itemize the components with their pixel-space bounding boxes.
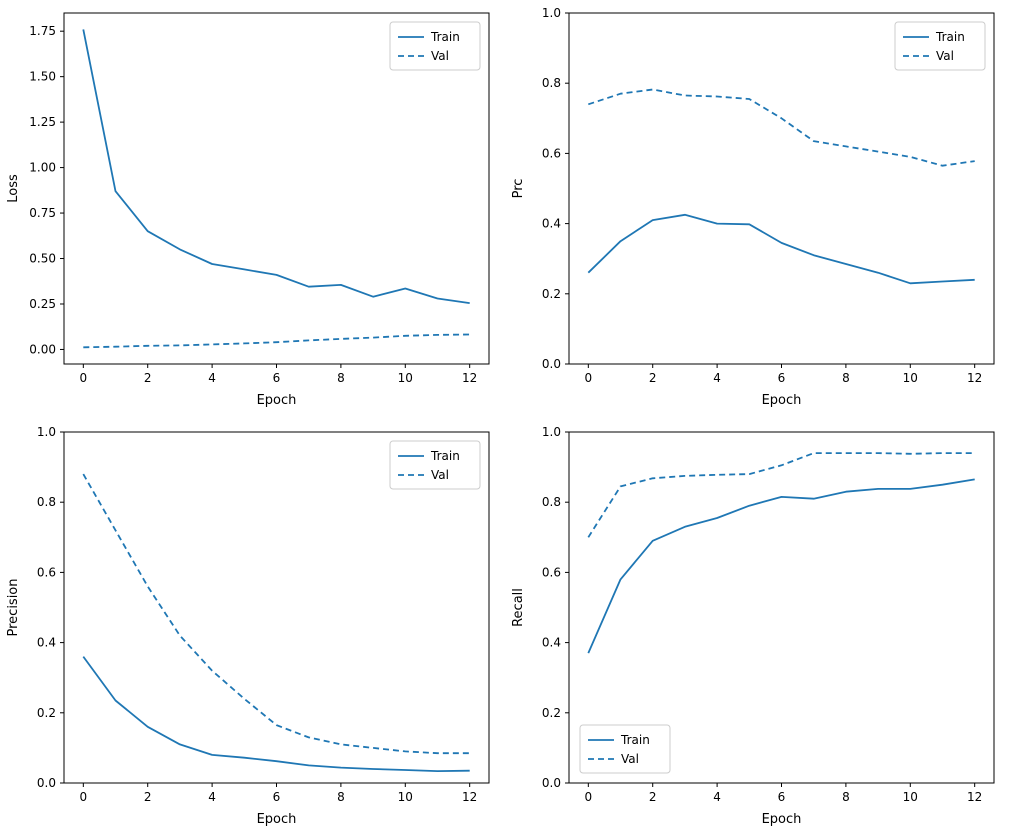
recall-plot: 0 2 4 6 8 10 12 0.0 0.2 0.4 0.6 0.8 1.0 Epoch Recall Tr… (511, 425, 995, 827)
x-tick-label: 0 (584, 371, 592, 385)
y-tick-label: 0.8 (542, 76, 561, 90)
loss-chart: 0 2 4 6 8 10 12 0.00 0.25 0.50 0.75 1.00 1.25 1.50 1.7… (0, 0, 505, 419)
precision-plot: 0 2 4 6 8 10 12 0.0 0.2 0.4 0.6 0.8 1.0 Epoch Precisio… (6, 425, 490, 827)
y-tick-label: 0.2 (542, 706, 561, 720)
recall-chart: 0 2 4 6 8 10 12 0.0 0.2 0.4 0.6 0.8 1.0 Epoch Recall Tr… (505, 419, 1010, 838)
x-tick-label: 12 (462, 371, 477, 385)
legend-train-label: Train (935, 30, 965, 44)
x-tick-label: 4 (208, 371, 216, 385)
y-tick-label: 0.4 (542, 217, 561, 231)
x-tick-label: 0 (584, 790, 592, 804)
y-axis-label: Prc (511, 179, 526, 199)
x-tick-label: 4 (713, 371, 721, 385)
y-tick-label: 0.8 (542, 495, 561, 509)
val-line (587, 452, 975, 538)
y-tick-label: 1.50 (29, 70, 56, 84)
x-axis-label: Epoch (762, 393, 802, 408)
legend-val-label: Val (431, 468, 449, 482)
x-axis-label: Epoch (257, 393, 297, 408)
y-tick-label: 1.0 (542, 6, 561, 20)
train-line (587, 478, 975, 654)
x-tick-label: 0 (79, 371, 87, 385)
legend-val-label: Val (431, 49, 449, 63)
y-tick-label: 0.50 (29, 252, 56, 266)
x-tick-label: 2 (649, 371, 657, 385)
prc-plot: 0 2 4 6 8 10 12 0.0 0.2 0.4 0.6 0.8 1.0 Epoch Prc Train… (511, 6, 995, 408)
x-tick-label: 6 (778, 371, 786, 385)
train-line (587, 213, 975, 285)
y-tick-label: 1.25 (29, 115, 56, 129)
x-tick-label: 10 (398, 371, 413, 385)
legend-train-label: Train (430, 449, 460, 463)
legend-box (894, 21, 986, 71)
x-tick-label: 4 (208, 790, 216, 804)
y-tick-label: 1.00 (29, 161, 56, 175)
x-tick-label: 2 (649, 790, 657, 804)
legend-train-label: Train (620, 733, 650, 747)
val-line (82, 473, 470, 755)
x-tick-label: 8 (842, 371, 850, 385)
y-tick-label: 1.0 (542, 425, 561, 439)
y-tick-label: 0.00 (29, 342, 56, 356)
x-tick-label: 12 (462, 790, 477, 804)
y-tick-label: 0.2 (37, 706, 56, 720)
y-tick-label: 0.0 (542, 776, 561, 790)
y-axis-label: Recall (511, 588, 526, 627)
x-tick-label: 10 (903, 371, 918, 385)
x-tick-label: 8 (337, 790, 345, 804)
legend-box (389, 440, 481, 490)
x-tick-label: 0 (79, 790, 87, 804)
legend-train-label: Train (430, 30, 460, 44)
x-tick-label: 6 (778, 790, 786, 804)
x-axis-label: Epoch (257, 812, 297, 827)
legend-box (389, 21, 481, 71)
x-tick-label: 2 (144, 790, 152, 804)
x-tick-label: 10 (903, 790, 918, 804)
loss-plot: 0 2 4 6 8 10 12 0.00 0.25 0.50 0.75 1.00 1.25 1.50 1.7… (6, 12, 490, 408)
y-tick-label: 1.75 (29, 24, 56, 38)
y-axis-label: Precision (6, 578, 21, 636)
y-tick-label: 0.0 (542, 357, 561, 371)
val-line (83, 333, 470, 349)
y-tick-label: 0.2 (542, 287, 561, 301)
x-axis-label: Epoch (762, 812, 802, 827)
train-line (82, 656, 470, 773)
val-line (588, 88, 975, 167)
legend-val-label: Val (621, 752, 639, 766)
x-tick-label: 12 (967, 371, 982, 385)
x-tick-label: 12 (967, 790, 982, 804)
y-tick-label: 0.6 (37, 565, 56, 579)
legend-val-label: Val (936, 49, 954, 63)
x-tick-label: 6 (273, 371, 281, 385)
legend-box (579, 724, 671, 774)
y-tick-label: 0.4 (542, 636, 561, 650)
precision-chart: 0 2 4 6 8 10 12 0.0 0.2 0.4 0.6 0.8 1.0 Epoch Precisio… (0, 419, 505, 838)
y-tick-label: 1.0 (37, 425, 56, 439)
x-tick-label: 4 (713, 790, 721, 804)
y-tick-label: 0.6 (542, 565, 561, 579)
y-axis-label: Loss (6, 174, 21, 203)
y-tick-label: 0.75 (29, 206, 56, 220)
x-tick-label: 10 (398, 790, 413, 804)
y-tick-label: 0.0 (37, 776, 56, 790)
y-tick-label: 0.25 (29, 297, 56, 311)
x-tick-label: 8 (842, 790, 850, 804)
prc-chart: 0 2 4 6 8 10 12 0.0 0.2 0.4 0.6 0.8 1.0 Epoch Prc Train… (505, 0, 1010, 419)
x-tick-label: 6 (273, 790, 281, 804)
y-tick-label: 0.4 (37, 636, 56, 650)
y-tick-label: 0.6 (542, 146, 561, 160)
x-tick-label: 2 (144, 371, 152, 385)
x-tick-label: 8 (337, 371, 345, 385)
y-tick-label: 0.8 (37, 495, 56, 509)
train-line (82, 29, 470, 304)
